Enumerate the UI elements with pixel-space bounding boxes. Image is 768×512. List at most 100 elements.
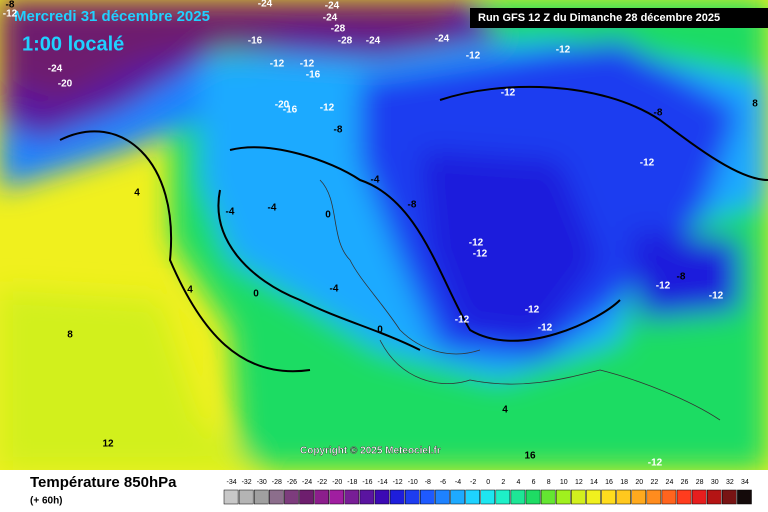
legend-label: 12 (575, 479, 583, 486)
legend-label: 8 (547, 479, 551, 486)
legend-label: -12 (393, 479, 403, 486)
legend-label: 30 (711, 479, 719, 486)
legend-swatch (284, 489, 299, 505)
legend-swatch (359, 489, 375, 505)
legend-swatch (299, 489, 314, 505)
run-info: Run GFS 12 Z du Dimanche 28 décembre 202… (478, 12, 720, 24)
legend-swatch (555, 489, 571, 505)
legend-label: -30 (257, 479, 267, 486)
contour-label: -12 (320, 103, 335, 114)
legend-swatch (661, 489, 677, 505)
contour-label: -12 (455, 315, 470, 326)
contour-label: 16 (524, 451, 536, 462)
contour-label: -8 (654, 108, 663, 119)
contour-label: -12 (656, 281, 671, 292)
legend-label: 0 (486, 479, 490, 486)
legend-swatch (465, 489, 480, 505)
contour-label: -12 (556, 45, 571, 56)
legend-swatch (601, 489, 616, 505)
legend-label: 10 (560, 479, 568, 486)
contour-label: 0 (377, 325, 383, 336)
legend-swatch (631, 489, 647, 505)
legend-label: 2 (501, 479, 505, 486)
contour-label: -12 (270, 59, 285, 70)
legend-swatch (374, 489, 390, 505)
contour-label: 8 (67, 330, 73, 341)
contour-label: -4 (330, 284, 339, 295)
contour-label: -12 (525, 305, 540, 316)
contour-label: -8 (408, 200, 417, 211)
contour-label: -12 (501, 88, 516, 99)
contour-label: -12 (300, 59, 315, 70)
legend-label: 28 (696, 479, 704, 486)
legend-label: -4 (455, 479, 461, 486)
legend-swatch (223, 489, 239, 505)
legend-label: -20 (332, 479, 342, 486)
contour-label: 4 (134, 188, 140, 199)
contour-label: -16 (306, 70, 321, 81)
legend-label: -28 (272, 479, 282, 486)
lead-time: (+ 60h) (30, 496, 63, 507)
legend-label: -14 (377, 479, 387, 486)
contour-label: 8 (752, 99, 758, 110)
contour-label: -4 (226, 207, 235, 218)
legend-swatch (586, 489, 601, 505)
contour-label: 4 (187, 285, 193, 296)
contour-label: -12 (538, 323, 553, 334)
contour-label: -8 (334, 125, 343, 136)
legend-swatch (616, 489, 631, 505)
legend-swatch (435, 489, 450, 505)
legend-swatch (510, 489, 526, 505)
legend-label: 22 (650, 479, 658, 486)
legend-label: -6 (440, 479, 446, 486)
legend-swatch (329, 489, 345, 505)
legend-swatch (450, 489, 465, 505)
legend-swatch (344, 489, 360, 505)
contour-label: -12 (469, 238, 484, 249)
legend-swatch (420, 489, 435, 505)
contour-label: -20 (275, 100, 290, 111)
legend-swatch (737, 489, 752, 505)
legend-label: 16 (605, 479, 613, 486)
legend-swatch (495, 489, 511, 505)
legend-label: -32 (242, 479, 252, 486)
contour-label: -4 (371, 175, 380, 186)
legend-label: -34 (226, 479, 236, 486)
temperature-field (0, 0, 768, 470)
contour-label: -24 (258, 0, 273, 10)
legend-label: 20 (635, 479, 643, 486)
contour-label: -24 (435, 34, 450, 45)
contour-label: -4 (268, 203, 277, 214)
contour-label: -16 (283, 105, 298, 116)
run-banner (470, 8, 768, 28)
contour-label: -24 (48, 64, 63, 75)
legend-label: 32 (726, 479, 734, 486)
legend-label: -2 (470, 479, 476, 486)
legend-label: -10 (408, 479, 418, 486)
contour-label: 0 (325, 210, 331, 221)
legend-label: -16 (362, 479, 372, 486)
legend-swatch (646, 489, 662, 505)
contours (59, 85, 768, 373)
legend-label: -26 (287, 479, 297, 486)
legend-swatch (389, 489, 405, 505)
legend-swatch (314, 489, 329, 505)
contour-label: -28 (338, 36, 353, 47)
legend-label: 4 (516, 479, 520, 486)
contour-label: -24 (323, 13, 338, 24)
coastlines (319, 179, 721, 421)
contour-label: -28 (331, 24, 346, 35)
legend-swatch (480, 489, 496, 505)
contour-label: 0 (253, 289, 259, 300)
contour-label: -24 (325, 1, 340, 12)
contour-label: -8 (6, 0, 15, 11)
legend-swatch (676, 489, 692, 505)
legend-label: 18 (620, 479, 628, 486)
field-title: Température 850hPa (30, 474, 177, 491)
legend-swatch (540, 489, 556, 505)
contour-label: -24 (366, 36, 381, 47)
date-label: Mercredi 31 décembre 2025 (14, 8, 210, 25)
legend-swatch (525, 489, 541, 505)
legend-swatch (706, 489, 722, 505)
